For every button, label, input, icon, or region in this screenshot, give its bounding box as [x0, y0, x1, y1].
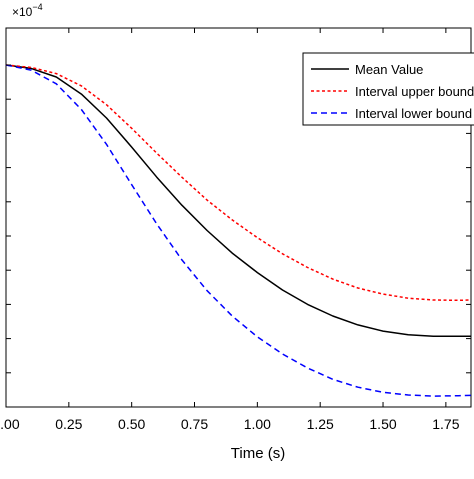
x-tick-label: 0.75	[181, 416, 208, 432]
legend-label: Interval lower bound	[355, 106, 472, 121]
series-line	[5, 64, 471, 337]
legend-label: Interval upper bound	[355, 84, 474, 99]
x-tick-label: 0.00	[0, 416, 20, 432]
plot-area	[5, 27, 472, 408]
legend-label: Mean Value	[355, 62, 423, 77]
x-tick-label: 1.50	[369, 416, 396, 432]
series-lines	[5, 64, 472, 397]
x-axis-label: Time (s)	[231, 445, 285, 462]
y-multiplier-label: ×10−4	[12, 2, 43, 19]
series-line	[5, 64, 472, 302]
x-tick-label: 1.75	[432, 416, 459, 432]
x-tick-label: 1.25	[307, 416, 334, 432]
x-tick-label: 1.00	[244, 416, 271, 432]
plot-frame	[5, 27, 472, 408]
x-tick-label: 0.25	[55, 416, 82, 432]
x-tick-label: 0.50	[118, 416, 145, 432]
series-line	[5, 64, 472, 397]
legend: Mean Value Interval upper bound Interval l…	[302, 52, 474, 126]
